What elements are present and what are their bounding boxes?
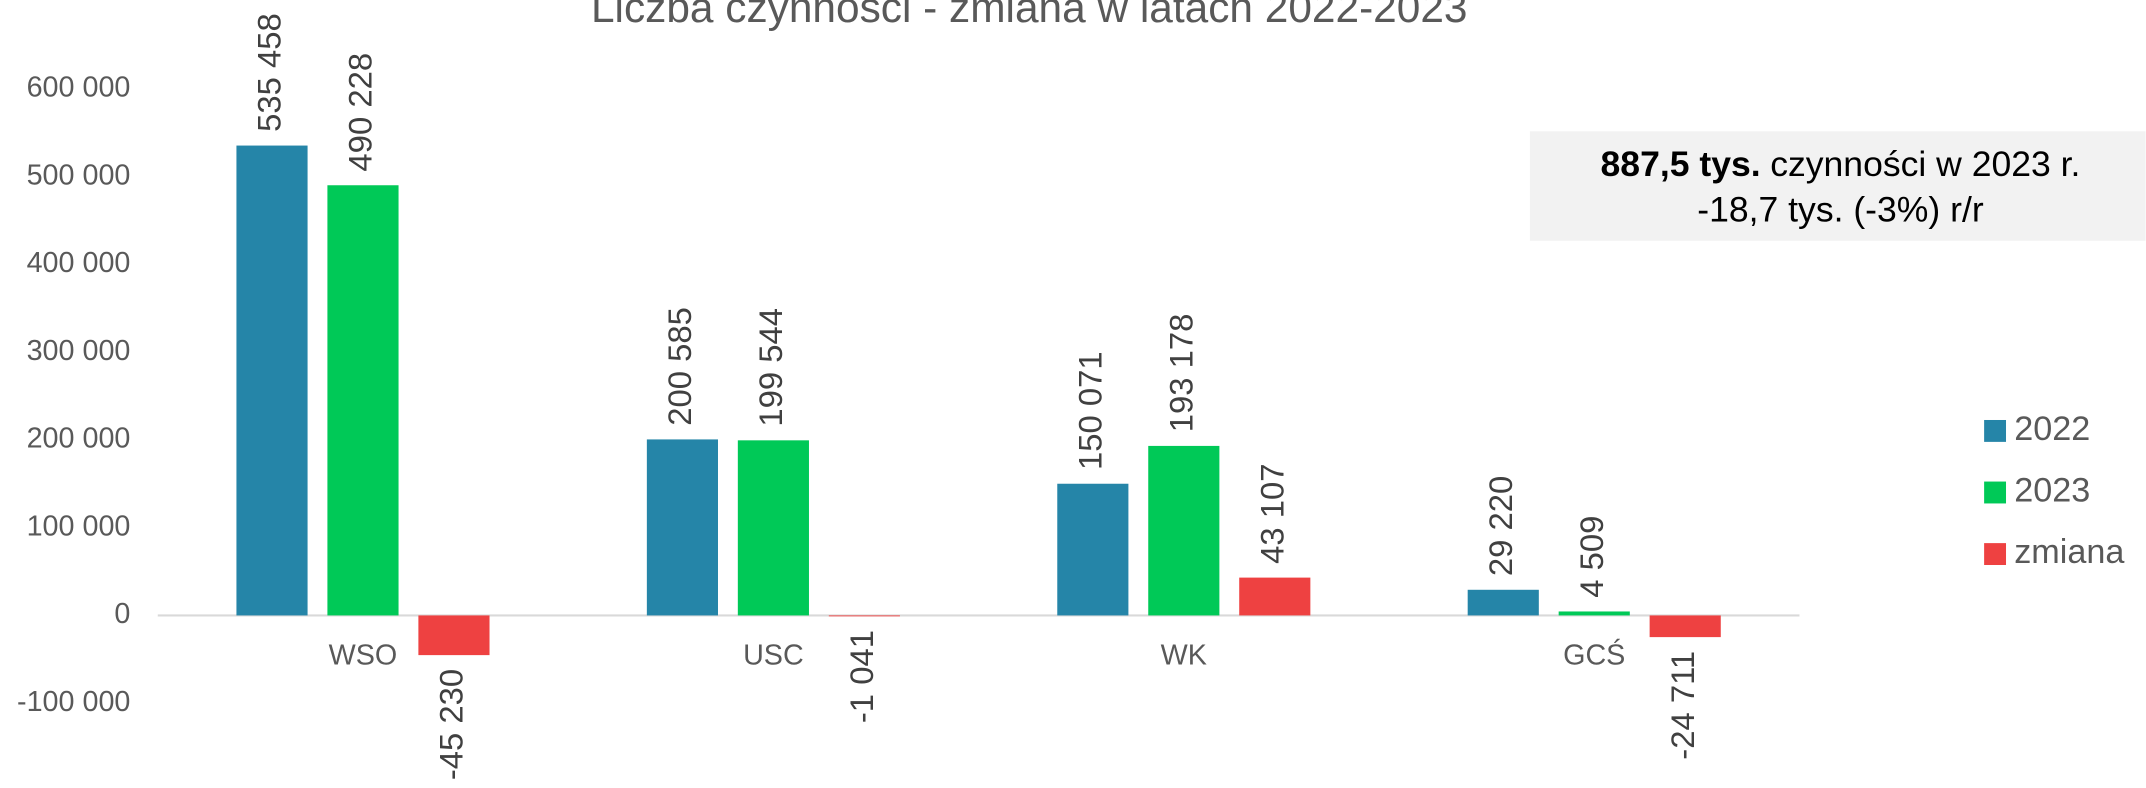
- data-label: -24 711: [1664, 651, 1701, 760]
- y-tick-label: 600 000: [27, 72, 131, 104]
- data-label: 43 107: [1253, 464, 1290, 564]
- bar: [1558, 611, 1630, 616]
- y-tick-label: 0: [114, 598, 130, 630]
- annotation-line2: -18,7 tys. (-3%) r/r: [1697, 189, 1984, 229]
- legend-label: 2023: [2014, 472, 2090, 510]
- bar: [1649, 615, 1721, 638]
- bar: [1467, 589, 1539, 616]
- data-label: 29 220: [1482, 476, 1519, 576]
- bar: [327, 185, 399, 616]
- x-tick-label: WSO: [329, 639, 398, 671]
- x-tick-label: GCŚ: [1563, 637, 1625, 671]
- data-label: 4 509: [1573, 516, 1610, 598]
- y-tick-label: 400 000: [27, 247, 131, 279]
- y-tick-label: 100 000: [27, 510, 131, 542]
- y-tick-label: -100 000: [17, 686, 130, 718]
- legend-swatch: [1984, 481, 2007, 504]
- legend-label: 2022: [2014, 410, 2090, 448]
- data-label: -45 230: [433, 669, 470, 780]
- bar: [1148, 445, 1220, 616]
- data-label: 535 458: [251, 13, 288, 132]
- data-label: 490 228: [342, 53, 379, 172]
- annotation-box: [1529, 131, 2146, 241]
- y-tick-label: 300 000: [27, 335, 131, 367]
- annotation-bold: 887,5 tys.: [1601, 144, 1761, 184]
- data-label: 150 071: [1072, 351, 1109, 470]
- data-label: 200 585: [661, 307, 698, 426]
- annotation-text: czynności w 2023 r.: [1770, 144, 2080, 184]
- chart-title: Liczba czynności - zmiana w latach 2022-…: [591, 0, 1468, 31]
- x-tick-label: WK: [1161, 639, 1207, 671]
- y-tick-label: 500 000: [27, 159, 131, 191]
- bar: [236, 145, 308, 616]
- bar: [1057, 483, 1129, 616]
- legend-swatch: [1984, 543, 2007, 566]
- y-tick-label: 200 000: [27, 423, 131, 455]
- legend-swatch: [1984, 419, 2007, 442]
- bar: [418, 615, 490, 656]
- bar: [646, 439, 718, 616]
- bar: [828, 615, 900, 617]
- bar: [1239, 577, 1311, 616]
- x-tick-label: USC: [743, 639, 804, 671]
- legend-label: zmiana: [2014, 533, 2125, 571]
- bar: [737, 440, 809, 616]
- data-label: 193 178: [1162, 314, 1199, 433]
- data-label: -1 041: [843, 630, 880, 723]
- annotation-line1: 887,5 tys. czynności w 2023 r.: [1601, 144, 2081, 184]
- data-label: 199 544: [752, 308, 789, 427]
